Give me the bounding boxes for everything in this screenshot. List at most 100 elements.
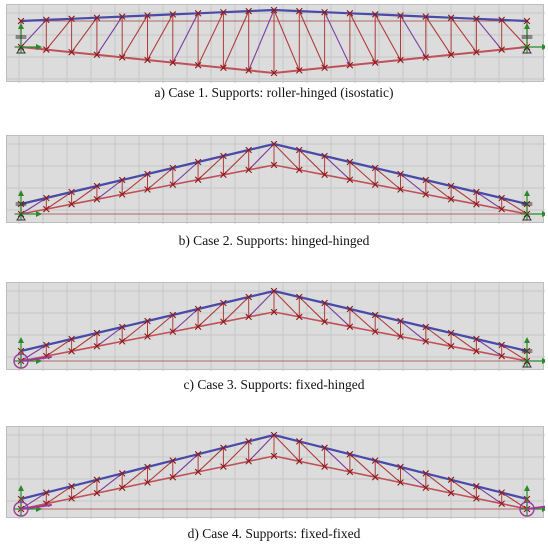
top-chord-segment: [247, 8, 276, 13]
bottom-chord-segment: [374, 330, 402, 338]
truss-node: [397, 12, 404, 19]
top-chord-segment: [19, 18, 48, 23]
web-diagonal: [374, 13, 402, 61]
truss-node: [447, 343, 455, 350]
top-chord-segment: [95, 325, 124, 335]
truss-node: [119, 470, 126, 477]
top-chord-segment: [146, 166, 174, 176]
truss-node: [473, 483, 480, 490]
top-chord-segment: [95, 15, 124, 19]
bottom-chord-segment: [172, 178, 199, 186]
bottom-chord-segment: [45, 350, 73, 357]
web-diagonal: [222, 10, 250, 69]
truss-node: [220, 64, 227, 71]
top-chord-segment: [247, 289, 276, 299]
web-diagonal: [298, 440, 326, 468]
top-chord-segment: [298, 9, 326, 14]
truss-node: [220, 9, 227, 16]
top-chord-segment: [171, 160, 200, 170]
truss-node: [523, 17, 531, 25]
web-diagonal: [324, 447, 351, 473]
web-diagonal: [146, 13, 174, 61]
truss-node: [68, 483, 75, 490]
top-chord-segment: [146, 13, 174, 17]
top-chord-segment: [45, 485, 73, 494]
bottom-chord-segment: [197, 173, 225, 181]
truss-node: [422, 484, 429, 491]
truss-node: [17, 17, 25, 25]
web-diagonal: [71, 332, 98, 352]
truss-node: [220, 444, 227, 451]
truss-node: [144, 317, 151, 325]
bottom-chord-segment: [349, 178, 377, 186]
top-chord-segment: [146, 313, 174, 323]
top-chord-segment: [298, 440, 326, 449]
top-chord-segment: [197, 154, 225, 164]
support-arrow-y: [524, 337, 530, 343]
top-chord-segment: [171, 307, 200, 317]
top-chord-segment: [70, 478, 99, 488]
truss-node: [346, 62, 354, 69]
top-chord-segment: [323, 154, 351, 164]
truss-node: [119, 191, 126, 198]
truss-node: [68, 15, 75, 22]
truss-node: [447, 14, 455, 21]
bottom-chord-segment: [424, 340, 452, 348]
truss-node: [93, 196, 101, 203]
bottom-chord-segment: [273, 69, 301, 74]
bottom-chord-segment: [247, 455, 275, 463]
truss-node: [93, 476, 101, 483]
web-diagonal: [172, 308, 199, 333]
web-diagonal: [399, 466, 427, 489]
truss-node: [397, 186, 404, 193]
truss-node: [473, 188, 480, 196]
top-chord-segment: [45, 337, 73, 347]
truss-node: [296, 7, 303, 15]
support-arrow-x: [36, 44, 42, 50]
top-chord-segment: [222, 9, 250, 14]
web-diagonal: [197, 447, 224, 473]
truss-node: [194, 305, 202, 313]
top-chord-segment: [323, 11, 351, 15]
truss-node: [245, 7, 252, 15]
top-chord-segment: [45, 190, 73, 200]
bottom-chord-segment: [450, 198, 478, 205]
truss-node: [270, 431, 278, 439]
truss-node: [220, 463, 227, 470]
truss-node: [422, 13, 429, 20]
web-diagonal: [96, 179, 123, 200]
bottom-chord-segment: [298, 316, 326, 323]
truss-node: [119, 13, 126, 20]
top-chord-segment: [247, 433, 276, 443]
truss-node: [68, 201, 75, 208]
bottom-chord-segment: [70, 345, 98, 352]
top-chord-segment: [424, 178, 453, 188]
caption-c: c) Case 3. Supports: fixed-hinged: [183, 377, 365, 392]
truss-node: [43, 489, 50, 496]
truss-node: [372, 181, 379, 188]
web-diagonal: [20, 344, 47, 362]
top-chord-segment: [272, 289, 301, 299]
truss-node: [296, 313, 303, 321]
truss-node: [220, 299, 227, 307]
truss-node: [194, 468, 202, 476]
truss-node: [473, 348, 480, 355]
top-chord-segment: [247, 142, 276, 152]
top-chord-segment: [348, 307, 377, 317]
web-diagonal: [45, 485, 73, 505]
web-diagonal: [121, 14, 149, 58]
support-arrow-x: [542, 44, 545, 50]
web-diagonal: [197, 302, 224, 328]
truss-node: [296, 458, 303, 465]
top-chord-segment: [222, 295, 250, 305]
truss-node: [498, 500, 505, 507]
bottom-chord-segment: [323, 64, 351, 69]
top-chord-segment: [475, 17, 503, 21]
truss-node: [473, 495, 480, 502]
truss-node: [220, 318, 227, 325]
web-diagonal: [146, 167, 174, 191]
web-diagonal: [273, 434, 300, 462]
bottom-chord-segment: [247, 164, 275, 171]
truss-node: [321, 318, 328, 325]
bottom-chord-segment: [298, 66, 326, 72]
